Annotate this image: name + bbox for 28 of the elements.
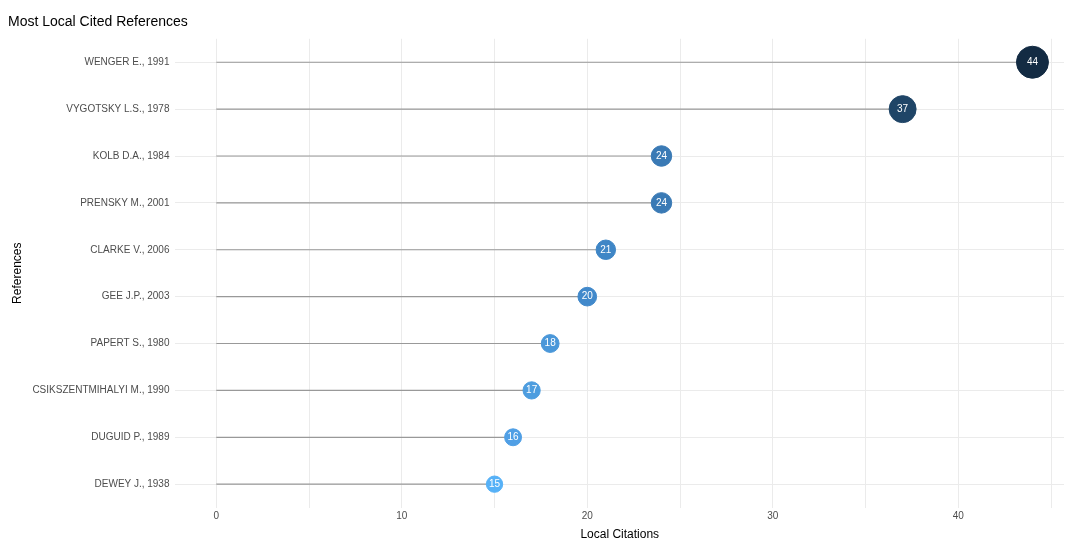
x-tick-label: 40	[952, 510, 965, 522]
data-label: 24	[655, 149, 668, 161]
chart-title: Most Local Cited References	[8, 13, 188, 30]
y-tick-label: GEE J.P., 2003	[101, 290, 170, 302]
y-tick-label: CSIKSZENTMIHALYI M., 1990	[32, 384, 170, 396]
y-tick-label: CLARKE V., 2006	[90, 243, 170, 255]
data-label: 18	[544, 337, 557, 349]
x-axis-title: Local Citations	[580, 527, 660, 542]
y-tick-label: WENGER E., 1991	[84, 55, 170, 67]
data-label: 37	[897, 102, 909, 114]
y-tick-label: KOLB D.A., 1984	[92, 149, 170, 161]
data-label: 21	[600, 243, 612, 255]
data-label: 16	[507, 431, 520, 443]
x-tick-label: 30	[767, 510, 779, 522]
y-tick-label: PRENSKY M., 2001	[80, 196, 170, 208]
data-label: 44	[1026, 55, 1039, 67]
y-tick-label: PAPERT S., 1980	[90, 337, 170, 349]
data-label: 20	[581, 290, 594, 302]
y-axis-title: References	[9, 242, 24, 304]
y-tick-label: DUGUID P., 1989	[91, 431, 170, 443]
y-tick-label: DEWEY J., 1938	[94, 477, 170, 489]
x-tick-label: 0	[213, 510, 220, 522]
data-label: 24	[655, 196, 668, 208]
data-label: 17	[526, 384, 538, 396]
y-tick-label: VYGOTSKY L.S., 1978	[66, 102, 170, 114]
x-tick-label: 10	[396, 510, 408, 522]
data-label: 15	[488, 477, 501, 489]
x-tick-label: 20	[581, 510, 594, 522]
